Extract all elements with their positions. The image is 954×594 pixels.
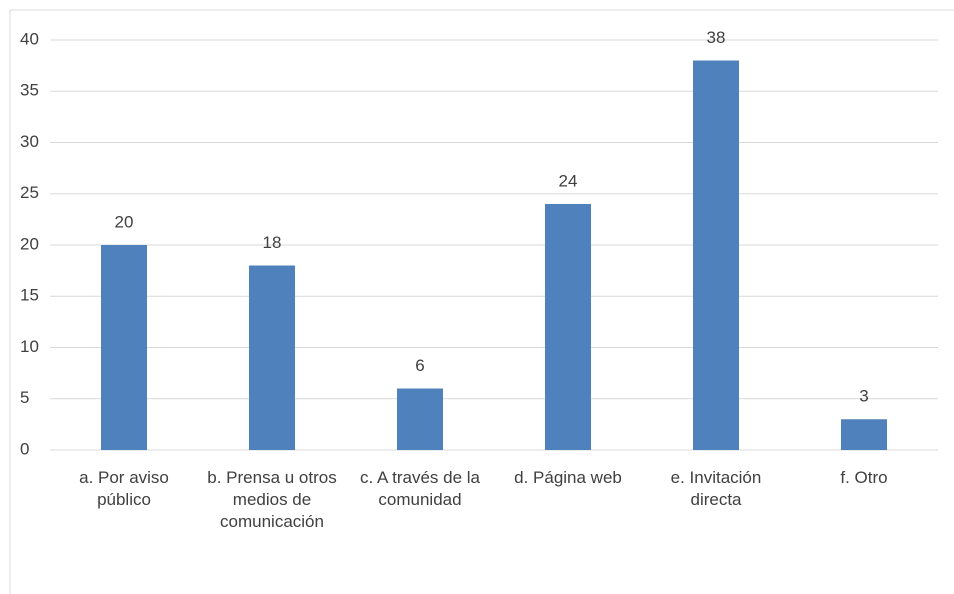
data-label: 6 [415, 356, 424, 375]
data-label: 3 [859, 387, 868, 406]
data-label: 38 [707, 28, 726, 47]
y-tick-label: 10 [20, 337, 39, 356]
y-tick-label: 20 [20, 234, 39, 253]
y-tick-label: 0 [20, 439, 29, 458]
y-tick-label: 15 [20, 286, 39, 305]
x-tick-label: e. Invitación directa [670, 468, 762, 509]
x-tick-label: a. Por aviso público [79, 468, 169, 509]
x-tick-label: d. Página web [514, 468, 622, 487]
y-tick-label: 40 [20, 29, 39, 48]
x-tick-label-box: d. Página web [514, 468, 622, 487]
y-tick-label: 5 [20, 388, 29, 407]
bar [841, 419, 887, 450]
bar [693, 60, 739, 450]
y-tick-label: 25 [20, 183, 39, 202]
bar [249, 265, 295, 450]
x-tick-label: c. A través de la comunidad [359, 468, 480, 509]
x-tick-label: f. Otro [840, 468, 888, 487]
x-tick-label-box: f. Otro [840, 468, 888, 487]
x-tick-label-box: c. A través de la comunidad [359, 468, 480, 509]
data-label: 18 [263, 233, 282, 252]
x-tick-label-box: e. Invitación directa [670, 468, 762, 509]
x-tick-label-box: a. Por aviso público [79, 468, 169, 509]
x-tick-label-box: b. Prensa u otros medios de comunicación [207, 468, 337, 531]
data-label: 24 [559, 171, 578, 190]
y-tick-label: 35 [20, 81, 39, 100]
y-tick-label: 30 [20, 132, 39, 151]
bar [101, 245, 147, 450]
data-label: 20 [115, 212, 134, 231]
bar [545, 204, 591, 450]
bar [397, 388, 443, 450]
x-tick-label: b. Prensa u otros medios de comunicación [207, 468, 337, 531]
